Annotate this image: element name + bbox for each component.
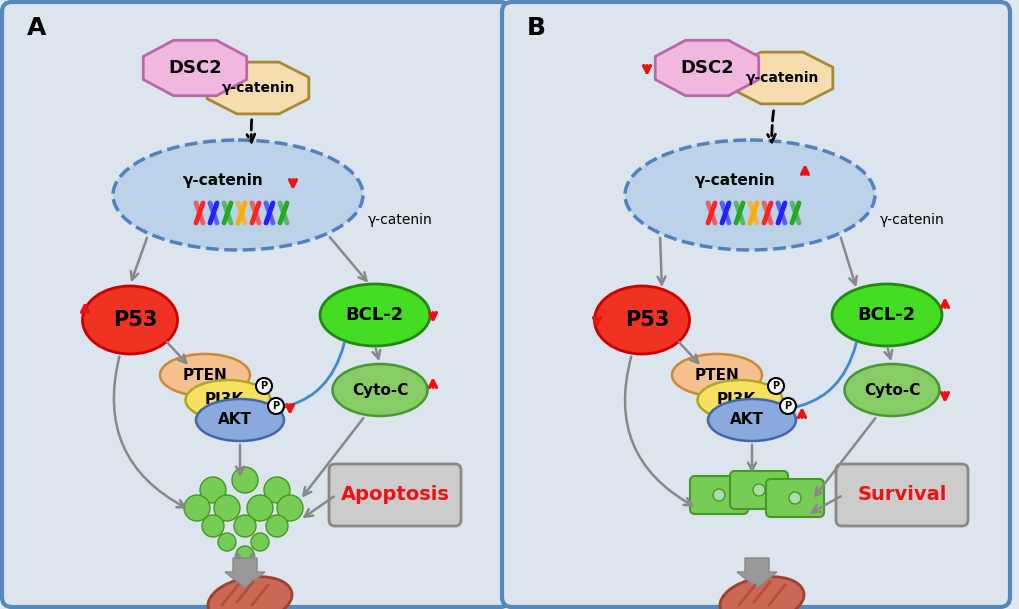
Text: γ-catenin: γ-catenin xyxy=(694,172,774,188)
Circle shape xyxy=(233,515,256,537)
Text: A: A xyxy=(26,16,46,40)
Text: P53: P53 xyxy=(113,310,157,330)
Text: PTEN: PTEN xyxy=(694,367,739,382)
Text: γ-catenin: γ-catenin xyxy=(367,213,432,227)
Ellipse shape xyxy=(320,284,430,346)
Text: P: P xyxy=(784,401,791,411)
Ellipse shape xyxy=(832,284,942,346)
Text: Survival: Survival xyxy=(857,485,946,504)
Circle shape xyxy=(200,477,226,503)
Text: AKT: AKT xyxy=(730,412,763,428)
Circle shape xyxy=(247,495,273,521)
FancyBboxPatch shape xyxy=(730,471,788,509)
Circle shape xyxy=(767,378,784,394)
Circle shape xyxy=(256,378,272,394)
Text: P: P xyxy=(260,381,267,391)
Circle shape xyxy=(231,467,258,493)
Ellipse shape xyxy=(160,354,250,396)
FancyBboxPatch shape xyxy=(501,2,1009,607)
Circle shape xyxy=(264,477,289,503)
Polygon shape xyxy=(731,52,832,104)
Circle shape xyxy=(277,495,303,521)
Text: B: B xyxy=(527,16,545,40)
FancyBboxPatch shape xyxy=(836,464,967,526)
Ellipse shape xyxy=(83,286,177,354)
Text: BCL-2: BCL-2 xyxy=(857,306,915,324)
Text: PI3K: PI3K xyxy=(715,392,755,407)
Circle shape xyxy=(780,398,795,414)
Ellipse shape xyxy=(672,354,761,396)
Circle shape xyxy=(266,515,287,537)
Ellipse shape xyxy=(185,380,270,420)
Text: PI3K: PI3K xyxy=(204,392,244,407)
Text: Apoptosis: Apoptosis xyxy=(340,485,449,504)
Ellipse shape xyxy=(707,399,795,441)
FancyBboxPatch shape xyxy=(689,476,747,514)
Circle shape xyxy=(202,515,224,537)
Text: P: P xyxy=(771,381,779,391)
Text: BCL-2: BCL-2 xyxy=(345,306,404,324)
Ellipse shape xyxy=(332,364,427,416)
Circle shape xyxy=(218,533,235,551)
Polygon shape xyxy=(225,558,265,588)
Circle shape xyxy=(712,489,725,501)
Ellipse shape xyxy=(719,577,803,609)
Text: DSC2: DSC2 xyxy=(168,59,222,77)
Ellipse shape xyxy=(208,577,291,609)
Polygon shape xyxy=(207,62,309,114)
Text: γ-catenin: γ-catenin xyxy=(221,81,294,95)
Circle shape xyxy=(789,492,800,504)
Ellipse shape xyxy=(594,286,689,354)
Circle shape xyxy=(268,398,283,414)
Ellipse shape xyxy=(196,399,283,441)
Polygon shape xyxy=(654,40,758,96)
Text: DSC2: DSC2 xyxy=(680,59,733,77)
Text: P53: P53 xyxy=(625,310,668,330)
Text: Cyto-C: Cyto-C xyxy=(352,382,408,398)
Text: PTEN: PTEN xyxy=(182,367,227,382)
Text: γ-catenin: γ-catenin xyxy=(878,213,944,227)
Circle shape xyxy=(251,533,269,551)
FancyBboxPatch shape xyxy=(2,2,510,607)
Text: AKT: AKT xyxy=(218,412,252,428)
Polygon shape xyxy=(737,558,776,588)
Circle shape xyxy=(235,546,254,564)
FancyBboxPatch shape xyxy=(765,479,823,517)
Ellipse shape xyxy=(625,140,874,250)
Text: γ-catenin: γ-catenin xyxy=(745,71,818,85)
Ellipse shape xyxy=(844,364,938,416)
Text: γ-catenin: γ-catenin xyxy=(182,172,263,188)
FancyBboxPatch shape xyxy=(329,464,461,526)
Polygon shape xyxy=(143,40,247,96)
Ellipse shape xyxy=(697,380,782,420)
Text: P: P xyxy=(272,401,279,411)
Circle shape xyxy=(752,484,764,496)
Ellipse shape xyxy=(113,140,363,250)
Circle shape xyxy=(214,495,239,521)
Circle shape xyxy=(183,495,210,521)
Text: Cyto-C: Cyto-C xyxy=(863,382,919,398)
